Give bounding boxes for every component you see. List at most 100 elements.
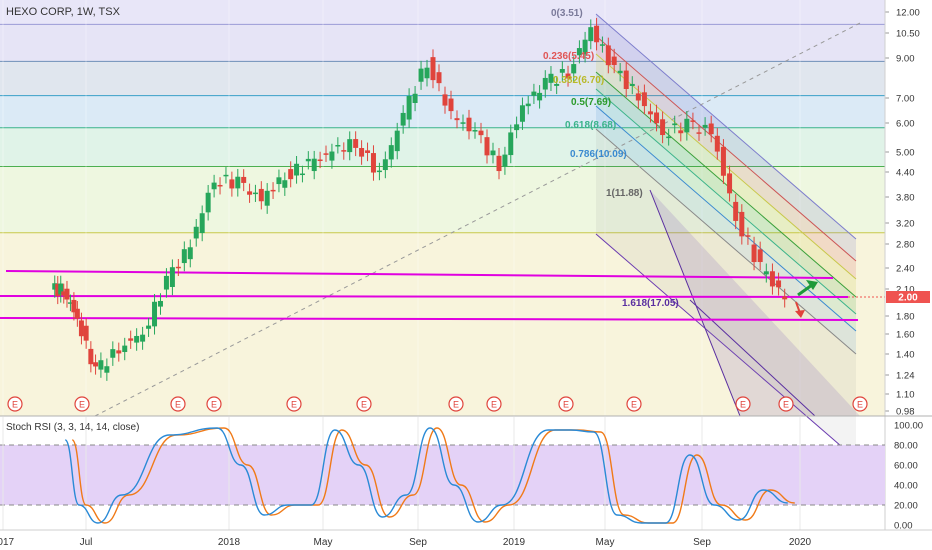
- earnings-marker[interactable]: E: [286, 396, 302, 412]
- candle-body: [199, 213, 205, 234]
- earnings-marker[interactable]: E: [735, 396, 751, 412]
- fib-band: [0, 166, 885, 233]
- candle-body: [412, 93, 418, 103]
- fib-channel-line: [595, 13, 857, 240]
- stoch-tick-label: 20.00: [894, 501, 918, 512]
- candle-body: [288, 169, 294, 180]
- current-price-label: 2.00: [898, 293, 918, 304]
- earnings-marker-label: E: [211, 400, 217, 410]
- candle-body: [537, 92, 543, 101]
- candle-body: [247, 191, 253, 195]
- candle-body: [157, 300, 163, 307]
- candle-body: [666, 136, 672, 139]
- fib-level-label: 1(11.88): [606, 188, 643, 199]
- fib-band: [0, 127, 885, 167]
- earnings-marker-circle: [735, 396, 751, 412]
- candle-body: [341, 150, 347, 152]
- earnings-marker[interactable]: E: [852, 396, 868, 412]
- candle-body: [229, 179, 235, 189]
- earnings-marker-circle: [852, 396, 868, 412]
- candle-body: [424, 67, 430, 79]
- candle-body: [466, 117, 472, 132]
- fib-fan-wedge: [650, 190, 860, 416]
- time-tick-label: 2020: [789, 537, 812, 548]
- candle-body: [514, 124, 520, 131]
- candle-body: [611, 56, 617, 65]
- price-tick-label: 9.00: [896, 54, 915, 65]
- support-line[interactable]: [0, 317, 859, 321]
- stoch-rsi-pane: [0, 417, 885, 530]
- earnings-marker-circle: [206, 396, 222, 412]
- candle-body: [502, 154, 508, 167]
- candle-body: [684, 118, 690, 133]
- earnings-marker[interactable]: E: [170, 396, 186, 412]
- candle-body: [525, 103, 531, 107]
- earnings-marker-label: E: [857, 400, 863, 410]
- time-tick-label: Sep: [693, 537, 711, 548]
- candle-body: [635, 93, 641, 101]
- candle-body: [548, 73, 554, 83]
- candle-body: [708, 123, 714, 135]
- earnings-marker[interactable]: E: [626, 396, 642, 412]
- price-tick-label: 12.00: [896, 8, 920, 19]
- horizontal-levels: [0, 270, 885, 321]
- earnings-marker[interactable]: E: [778, 396, 794, 412]
- support-line[interactable]: [5, 270, 834, 279]
- candle-body: [258, 188, 264, 202]
- candle-body: [365, 150, 371, 153]
- earnings-marker-label: E: [12, 400, 18, 410]
- fib-channel-line: [595, 128, 857, 355]
- candle-body: [542, 77, 548, 90]
- earnings-marker-label: E: [491, 400, 497, 410]
- chart-title: HEXO CORP, 1W, TSX: [6, 6, 121, 18]
- time-tick-label: Jul: [80, 537, 93, 548]
- candle-body: [442, 94, 448, 106]
- candle-body: [588, 27, 594, 42]
- earnings-marker-label: E: [361, 400, 367, 410]
- candle-body: [353, 139, 359, 148]
- candle-body: [223, 174, 229, 177]
- candle-body: [582, 39, 588, 55]
- earnings-marker[interactable]: E: [206, 396, 222, 412]
- price-tick-label: 3.80: [896, 193, 915, 204]
- candle-body: [629, 83, 635, 86]
- earnings-marker[interactable]: E: [7, 396, 23, 412]
- candle-body: [110, 349, 116, 358]
- candle-body: [88, 348, 94, 365]
- fib-band: [0, 24, 885, 62]
- candle-body: [623, 70, 629, 90]
- earnings-marker[interactable]: E: [356, 396, 372, 412]
- candle-body: [763, 271, 769, 275]
- down-arrow-head: [795, 310, 805, 318]
- earnings-marker-circle: [486, 396, 502, 412]
- earnings-marker[interactable]: E: [558, 396, 574, 412]
- price-axis[interactable]: 12.00 10.50 9.00 7.00 6.00 5.00 4.40 3.80 3.20 2.…: [884, 0, 920, 530]
- fib-band: [0, 61, 885, 96]
- candle-body: [163, 275, 169, 290]
- time-tick-label: May: [596, 537, 615, 548]
- earnings-marker[interactable]: E: [448, 396, 464, 412]
- candle-body: [554, 83, 560, 86]
- fib-channel-band: [596, 14, 856, 261]
- candle-body: [74, 308, 80, 319]
- support-line[interactable]: [0, 295, 849, 298]
- earnings-marker[interactable]: E: [74, 396, 90, 412]
- candle-body: [146, 325, 152, 329]
- candle-body: [205, 192, 211, 213]
- time-tick-label: 2019: [503, 537, 526, 548]
- candle-body: [490, 150, 496, 156]
- earnings-marker[interactable]: E: [486, 396, 502, 412]
- candle-body: [276, 177, 282, 185]
- stoch-tick-label: 40.00: [894, 481, 918, 492]
- time-axis[interactable]: 2017 Jul 2018 May Sep 2019 May Sep 2020: [0, 537, 812, 548]
- price-tick-label: 3.20: [896, 219, 915, 230]
- candle-body: [181, 249, 187, 264]
- fib-level-label: 0.382(6.70): [553, 75, 604, 86]
- candle-body: [78, 320, 84, 337]
- fib-level-label: 0(3.51): [551, 8, 583, 19]
- fib-band: [0, 232, 885, 416]
- fib-level-label: 0.786(10.09): [570, 149, 627, 160]
- candle-body: [751, 244, 757, 263]
